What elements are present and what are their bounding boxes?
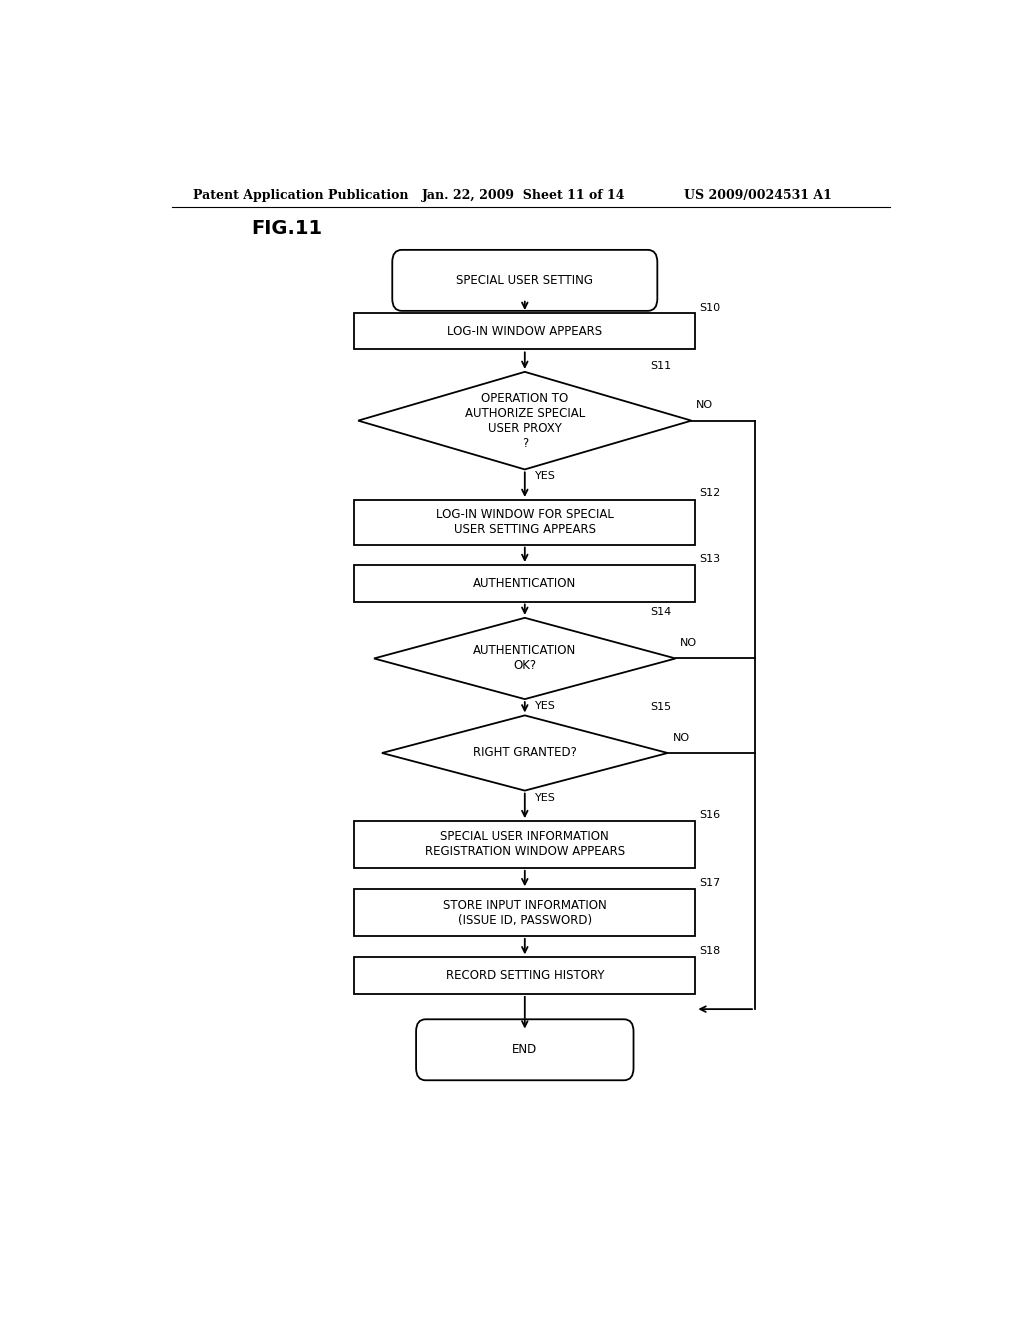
Bar [354, 890, 695, 936]
Text: S10: S10 [699, 302, 721, 313]
Text: S13: S13 [699, 554, 721, 564]
Text: STORE INPUT INFORMATION
(ISSUE ID, PASSWORD): STORE INPUT INFORMATION (ISSUE ID, PASSW… [443, 899, 606, 927]
FancyBboxPatch shape [392, 249, 657, 312]
Text: YES: YES [536, 471, 556, 482]
Polygon shape [358, 372, 691, 470]
Text: SPECIAL USER SETTING: SPECIAL USER SETTING [457, 273, 593, 286]
Text: RIGHT GRANTED?: RIGHT GRANTED? [473, 747, 577, 759]
Text: RECORD SETTING HISTORY: RECORD SETTING HISTORY [445, 969, 604, 982]
Text: AUTHENTICATION: AUTHENTICATION [473, 577, 577, 590]
Text: LOG-IN WINDOW APPEARS: LOG-IN WINDOW APPEARS [447, 325, 602, 338]
Text: US 2009/0024531 A1: US 2009/0024531 A1 [684, 189, 831, 202]
Polygon shape [374, 618, 676, 700]
Text: FIG.11: FIG.11 [251, 219, 323, 239]
Text: Jan. 22, 2009  Sheet 11 of 14: Jan. 22, 2009 Sheet 11 of 14 [422, 189, 625, 202]
Text: S15: S15 [650, 702, 672, 713]
Polygon shape [382, 715, 668, 791]
Text: S17: S17 [699, 878, 721, 888]
FancyBboxPatch shape [416, 1019, 634, 1080]
Bar [354, 313, 695, 350]
Text: S11: S11 [650, 360, 672, 371]
Bar [354, 957, 695, 994]
Bar [354, 500, 695, 545]
Text: S14: S14 [650, 607, 672, 616]
Text: LOG-IN WINDOW FOR SPECIAL
USER SETTING APPEARS: LOG-IN WINDOW FOR SPECIAL USER SETTING A… [436, 508, 613, 536]
Text: Patent Application Publication: Patent Application Publication [194, 189, 409, 202]
Text: S12: S12 [699, 488, 721, 498]
Text: AUTHENTICATION
OK?: AUTHENTICATION OK? [473, 644, 577, 672]
Text: YES: YES [536, 792, 556, 803]
Text: S16: S16 [699, 810, 721, 820]
Text: SPECIAL USER INFORMATION
REGISTRATION WINDOW APPEARS: SPECIAL USER INFORMATION REGISTRATION WI… [425, 830, 625, 858]
Text: NO: NO [680, 639, 697, 648]
Bar [354, 565, 695, 602]
Text: S18: S18 [699, 946, 721, 956]
Text: NO: NO [696, 400, 714, 411]
Bar [354, 821, 695, 867]
Text: NO: NO [673, 733, 689, 743]
Text: YES: YES [536, 701, 556, 711]
Text: END: END [512, 1043, 538, 1056]
Text: OPERATION TO
AUTHORIZE SPECIAL
USER PROXY
?: OPERATION TO AUTHORIZE SPECIAL USER PROX… [465, 392, 585, 450]
